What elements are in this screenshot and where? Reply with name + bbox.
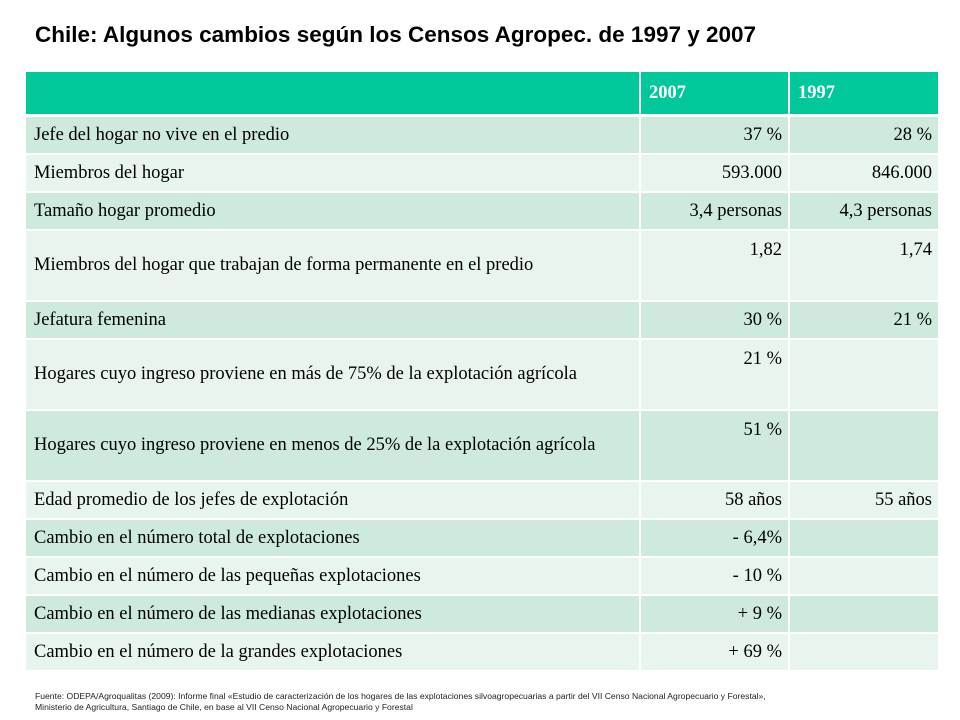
table-row: Hogares cuyo ingreso proviene en más de … <box>26 338 938 410</box>
value-1997: 21 % <box>788 300 938 339</box>
table-row: Miembros del hogar 593.000 846.000 <box>26 153 938 192</box>
source-footnote: Fuente: ODEPA/Agroqualitas (2009): Infor… <box>35 691 955 713</box>
value-2007: 21 % <box>639 338 789 410</box>
row-label: Cambio en el número de la grandes explot… <box>26 632 640 670</box>
value-2007: - 6,4% <box>639 518 789 557</box>
table-row: Cambio en el número de las medianas expl… <box>26 594 938 633</box>
row-label: Hogares cuyo ingreso proviene en menos d… <box>26 409 640 481</box>
row-label: Miembros del hogar que trabajan de forma… <box>26 229 640 301</box>
value-2007: 51 % <box>639 409 789 481</box>
row-label: Cambio en el número de las pequeñas expl… <box>26 556 640 595</box>
table-row: Hogares cuyo ingreso proviene en menos d… <box>26 409 938 481</box>
value-1997 <box>788 632 938 670</box>
table-row: Tamaño hogar promedio 3,4 personas 4,3 p… <box>26 191 938 230</box>
table-header-row: 2007 1997 <box>26 72 938 117</box>
row-label: Hogares cuyo ingreso proviene en más de … <box>26 338 640 410</box>
footnote-line-2: Ministerio de Agricultura, Santiago de C… <box>35 702 413 712</box>
row-label: Jefatura femenina <box>26 300 640 339</box>
value-2007: + 69 % <box>639 632 789 670</box>
header-label-column <box>26 72 640 117</box>
row-label: Tamaño hogar promedio <box>26 191 640 230</box>
row-label: Edad promedio de los jefes de explotació… <box>26 480 640 519</box>
value-1997: 1,74 <box>788 229 938 301</box>
value-2007: 593.000 <box>639 153 789 192</box>
row-label: Jefe del hogar no vive en el predio <box>26 114 640 154</box>
value-2007: + 9 % <box>639 594 789 633</box>
value-1997: 28 % <box>788 114 938 154</box>
table-row: Miembros del hogar que trabajan de forma… <box>26 229 938 301</box>
value-1997 <box>788 338 938 410</box>
value-1997 <box>788 518 938 557</box>
value-1997 <box>788 594 938 633</box>
row-label: Cambio en el número de las medianas expl… <box>26 594 640 633</box>
table-row: Cambio en el número total de explotacion… <box>26 518 938 557</box>
table-row: Cambio en el número de las pequeñas expl… <box>26 556 938 595</box>
census-table: 2007 1997 Jefe del hogar no vive en el p… <box>26 72 938 670</box>
value-2007: 58 años <box>639 480 789 519</box>
value-2007: 37 % <box>639 114 789 154</box>
header-1997: 1997 <box>788 72 938 117</box>
value-2007: - 10 % <box>639 556 789 595</box>
value-1997: 4,3 personas <box>788 191 938 230</box>
value-1997: 846.000 <box>788 153 938 192</box>
value-1997 <box>788 556 938 595</box>
row-label: Miembros del hogar <box>26 153 640 192</box>
value-1997 <box>788 409 938 481</box>
value-2007: 30 % <box>639 300 789 339</box>
value-1997: 55 años <box>788 480 938 519</box>
page-title: Chile: Algunos cambios según los Censos … <box>35 22 757 47</box>
table-row: Edad promedio de los jefes de explotació… <box>26 480 938 519</box>
table-row: Jefe del hogar no vive en el predio 37 %… <box>26 114 938 154</box>
value-2007: 1,82 <box>639 229 789 301</box>
value-2007: 3,4 personas <box>639 191 789 230</box>
table-row: Jefatura femenina 30 % 21 % <box>26 300 938 339</box>
table-row: Cambio en el número de la grandes explot… <box>26 632 938 670</box>
row-label: Cambio en el número total de explotacion… <box>26 518 640 557</box>
header-2007: 2007 <box>639 72 789 117</box>
footnote-line-1: Fuente: ODEPA/Agroqualitas (2009): Infor… <box>35 691 766 701</box>
